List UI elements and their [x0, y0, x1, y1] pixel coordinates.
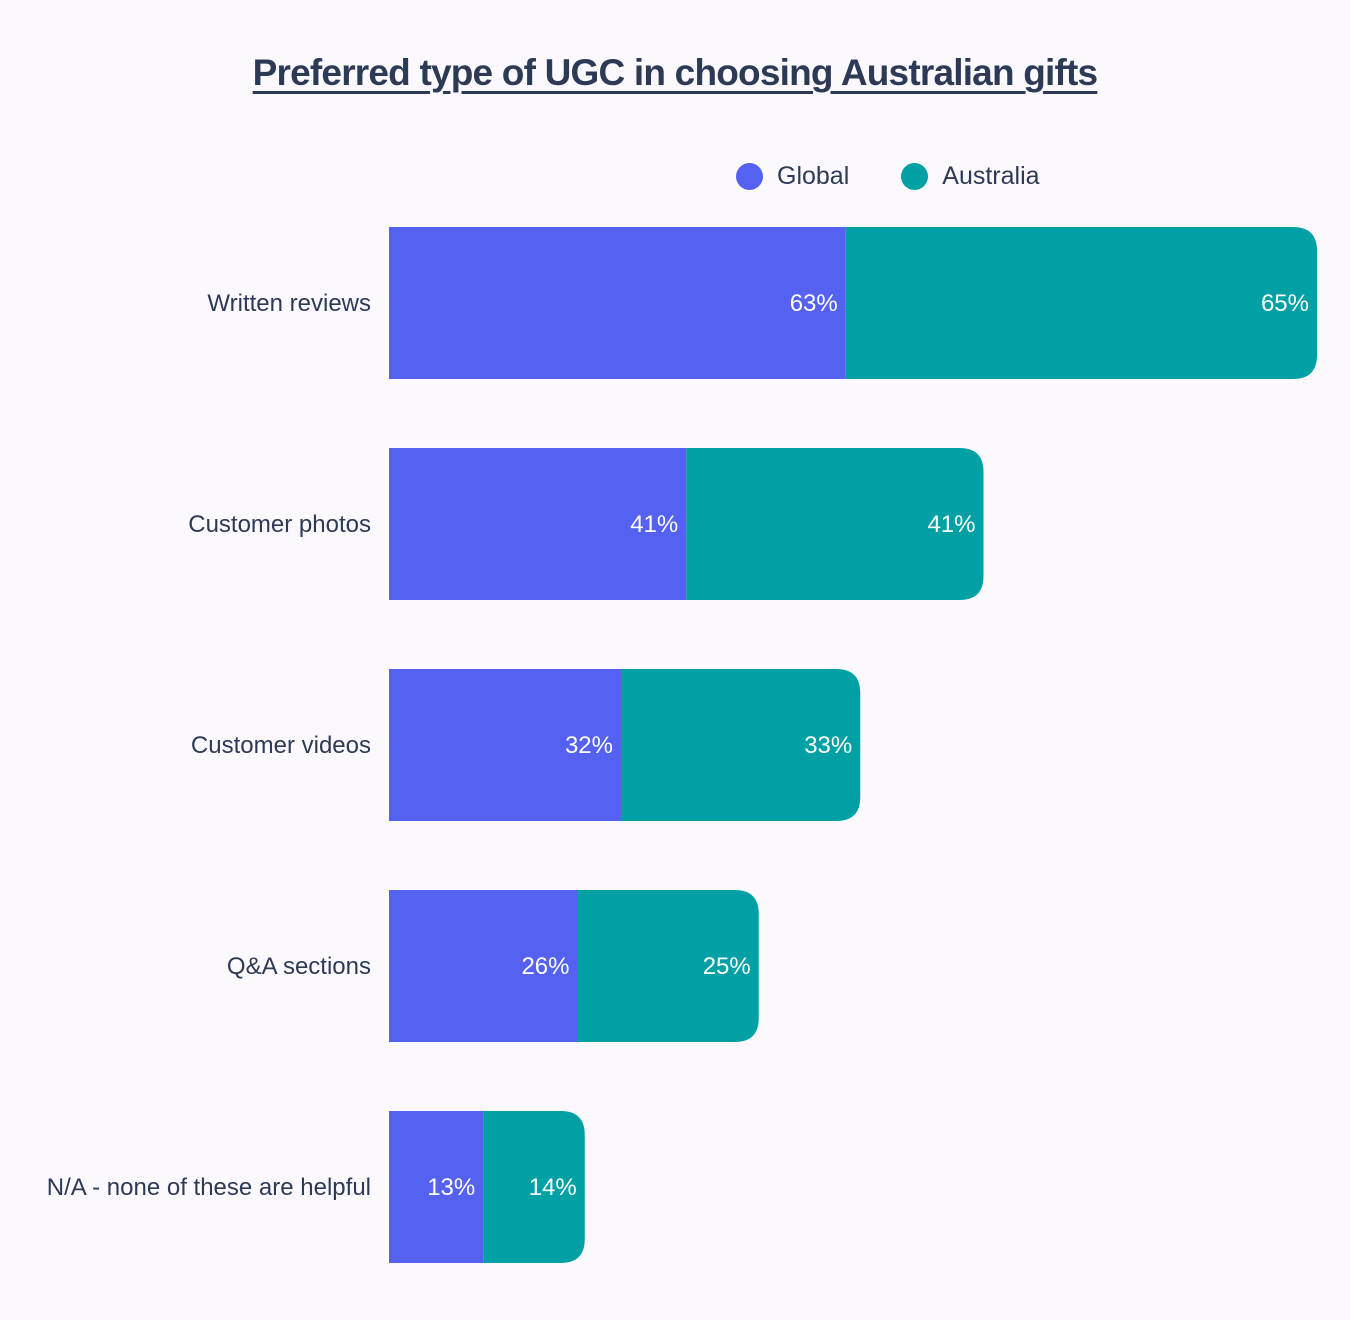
value-label-global-q-a-sections: 26% [521, 953, 569, 980]
bar-australia-q-a-sections [577, 890, 759, 1042]
legend-label-australia: Australia [942, 162, 1040, 190]
category-label-written-reviews: Written reviews [207, 290, 371, 317]
legend-label-global: Global [777, 162, 850, 190]
bar-global-customer-photos [389, 448, 687, 600]
category-label-q-a-sections: Q&A sections [227, 953, 371, 980]
value-label-australia-customer-photos: 41% [927, 511, 975, 538]
value-label-global-n-a-none-of-these-are-helpful: 13% [427, 1174, 475, 1201]
bar-australia-customer-photos [686, 448, 984, 600]
bar-australia-n-a-none-of-these-are-helpful [483, 1111, 585, 1263]
legend: Global Australia [736, 162, 1092, 191]
category-label-customer-videos: Customer videos [191, 732, 371, 759]
value-label-australia-customer-videos: 33% [804, 732, 852, 759]
bar-global-written-reviews [389, 227, 846, 379]
bar-global-n-a-none-of-these-are-helpful [389, 1111, 484, 1263]
value-label-global-customer-videos: 32% [565, 732, 613, 759]
value-label-australia-n-a-none-of-these-are-helpful: 14% [529, 1174, 577, 1201]
bar-australia-customer-videos [621, 669, 861, 821]
legend-swatch-australia [901, 163, 929, 190]
legend-item-australia: Australia [901, 162, 1040, 191]
value-label-australia-q-a-sections: 25% [703, 953, 751, 980]
category-label-customer-photos: Customer photos [188, 511, 371, 538]
value-label-australia-written-reviews: 65% [1261, 290, 1309, 317]
category-label-n-a-none-of-these-are-helpful: N/A - none of these are helpful [47, 1174, 371, 1201]
bar-australia-written-reviews [845, 227, 1317, 379]
bar-global-customer-videos [389, 669, 621, 821]
chart-title: Preferred type of UGC in choosing Austra… [252, 52, 1099, 93]
bar-global-q-a-sections [389, 890, 578, 1042]
legend-item-global: Global [736, 162, 849, 191]
value-label-global-customer-photos: 41% [630, 511, 678, 538]
value-label-global-written-reviews: 63% [790, 290, 838, 317]
legend-swatch-global [736, 163, 763, 190]
